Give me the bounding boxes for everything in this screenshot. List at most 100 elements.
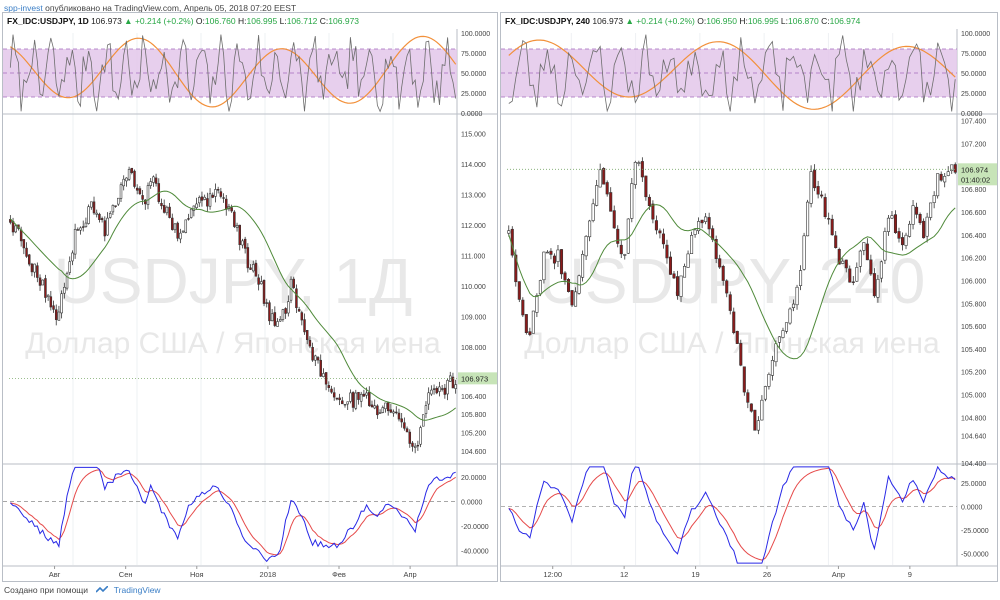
rsi-tick-label: 75.0000 bbox=[961, 51, 986, 58]
candle-body bbox=[351, 392, 355, 408]
candle-body bbox=[100, 218, 104, 221]
candle-body bbox=[633, 162, 637, 185]
candle-body bbox=[876, 278, 880, 298]
last-price-label: 106.974 bbox=[961, 165, 988, 174]
price-tick-label: 106.600 bbox=[961, 210, 986, 217]
candle-body bbox=[588, 220, 592, 238]
symbol-info-part: ▲ +0.214 (+0.2%) bbox=[626, 16, 696, 26]
last-price-label-bg bbox=[958, 163, 997, 186]
candle-body bbox=[81, 226, 85, 228]
macd-tick-label: -40.0000 bbox=[461, 548, 489, 555]
candle-body bbox=[63, 286, 66, 294]
candle-body bbox=[154, 177, 158, 184]
candle-body bbox=[869, 259, 873, 275]
candle-body bbox=[90, 201, 93, 208]
candle-body bbox=[862, 242, 866, 251]
candle-body bbox=[517, 281, 521, 300]
candle-body bbox=[257, 277, 260, 285]
candle-body bbox=[311, 346, 314, 361]
candle-body bbox=[343, 403, 347, 406]
candle-body bbox=[130, 167, 134, 173]
candle-body bbox=[647, 196, 651, 207]
candle-body bbox=[135, 187, 139, 191]
author-link[interactable]: spp-invest bbox=[4, 3, 43, 13]
candle-body bbox=[784, 322, 789, 332]
candle-body bbox=[111, 205, 115, 213]
chart-panel-daily[interactable]: FX_IDC:USDJPY, 1D 106.973 ▲ +0.214 (+0.2… bbox=[2, 12, 498, 582]
candle-body bbox=[535, 295, 539, 313]
candle-body bbox=[936, 173, 940, 197]
candle-body bbox=[303, 319, 306, 333]
candle-body bbox=[357, 391, 360, 400]
candle-body bbox=[384, 402, 387, 410]
candle-body bbox=[251, 264, 255, 272]
candle-body bbox=[929, 202, 933, 218]
candle-body bbox=[181, 230, 185, 233]
price-tick-label: 113.000 bbox=[461, 192, 486, 199]
chart-panel-4h[interactable]: FX_IDC:USDJPY, 240 106.973 ▲ +0.214 (+0.… bbox=[500, 12, 998, 582]
candle-body bbox=[200, 196, 204, 201]
candle-body bbox=[563, 272, 567, 281]
candle-body bbox=[672, 273, 676, 279]
x-tick-label: 9 bbox=[908, 570, 912, 579]
price-tick-label: 110.000 bbox=[461, 284, 486, 291]
candle-body bbox=[528, 331, 532, 335]
candle-body bbox=[71, 252, 74, 262]
candle-body bbox=[943, 176, 947, 183]
candle-body bbox=[171, 217, 174, 230]
candle-body bbox=[117, 197, 120, 205]
candle-body bbox=[133, 170, 136, 187]
candle-body bbox=[52, 305, 55, 310]
candle-body bbox=[349, 392, 352, 402]
price-tick-label: 107.400 bbox=[961, 119, 986, 126]
candle-body bbox=[160, 202, 163, 207]
candle-body bbox=[626, 218, 630, 254]
chart-svg-4h[interactable]: FX_IDC:USDJPY, 240 106.973 ▲ +0.214 (+0.… bbox=[501, 13, 998, 582]
candle-body bbox=[19, 229, 23, 242]
tradingview-logo-icon bbox=[96, 586, 109, 593]
rsi-tick-label: 50.0000 bbox=[461, 71, 486, 78]
price-tick-label: 106.400 bbox=[461, 394, 486, 401]
candle-body bbox=[816, 186, 820, 195]
candle-body bbox=[581, 253, 585, 278]
candle-body bbox=[760, 399, 764, 421]
candle-body bbox=[254, 262, 258, 277]
candle-body bbox=[756, 420, 760, 431]
candle-body bbox=[146, 185, 150, 206]
price-tick-label: 104.640 bbox=[961, 434, 986, 441]
x-tick-label: 26 bbox=[763, 570, 771, 579]
candle-body bbox=[918, 214, 922, 223]
candle-body bbox=[435, 387, 439, 394]
candle-body bbox=[430, 389, 433, 395]
symbol-info-part: 106.712 bbox=[287, 16, 318, 26]
candle-body bbox=[602, 168, 606, 185]
candle-body bbox=[368, 391, 371, 406]
chart-svg-daily[interactable]: FX_IDC:USDJPY, 1D 106.973 ▲ +0.214 (+0.2… bbox=[3, 13, 498, 582]
candle-body bbox=[92, 201, 96, 214]
candle-body bbox=[106, 217, 109, 236]
candle-body bbox=[125, 177, 128, 182]
candle-body bbox=[408, 431, 412, 444]
price-tick-label: 106.800 bbox=[961, 187, 986, 194]
candle-body bbox=[446, 380, 449, 395]
candle-body bbox=[922, 220, 926, 239]
candle-body bbox=[454, 384, 457, 389]
candle-body bbox=[276, 321, 279, 327]
candle-body bbox=[295, 288, 298, 309]
candle-body bbox=[270, 313, 274, 322]
candle-body bbox=[287, 301, 290, 314]
rsi-tick-label: 0.0000 bbox=[461, 111, 483, 118]
candles bbox=[9, 166, 457, 454]
x-tick-label: Фев bbox=[332, 570, 346, 579]
candle-body bbox=[103, 220, 107, 237]
candle-body bbox=[378, 412, 382, 414]
price-tick-label: 109.000 bbox=[461, 314, 486, 321]
candle-body bbox=[76, 229, 80, 231]
candle-body bbox=[693, 229, 697, 235]
candle-body bbox=[265, 302, 268, 304]
last-price-label: 106.973 bbox=[461, 374, 488, 383]
candle-body bbox=[820, 194, 824, 197]
candle-body bbox=[661, 233, 665, 245]
candle-body bbox=[915, 206, 919, 215]
tradingview-link[interactable]: TradingView bbox=[113, 585, 161, 595]
